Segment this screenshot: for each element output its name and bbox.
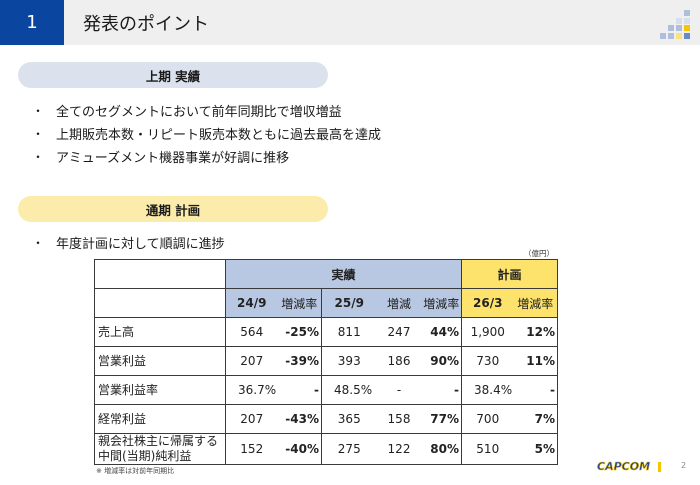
bullet-icon: ・ — [32, 150, 45, 164]
period-26-3-rate-header: 増減率 — [513, 288, 558, 318]
unit-label: （億円） — [524, 249, 554, 258]
period-24-9-rate-header: 増減率 — [277, 288, 322, 318]
table-row: 経常利益 207 -43% 365 158 77% 700 7% — [94, 404, 558, 434]
table-row: 売上高 564 -25% 811 247 44% 1,900 12% — [94, 317, 558, 347]
page-title: 発表のポイント — [83, 13, 209, 35]
period-25-9-diff-header: 増減 — [376, 288, 422, 318]
row-label: 営業利益 — [94, 346, 226, 376]
table-group-header-row: 実績 計画 — [94, 259, 558, 289]
bullet-icon: ・ — [32, 127, 45, 141]
decorative-squares-icon — [660, 8, 694, 40]
plan-group-header: 計画 — [461, 259, 558, 289]
first-half-bullet-list: ・全てのセグメントにおいて前年同期比で増収増益 ・上期販売本数・リピート販売本数… — [32, 99, 381, 168]
row-label: 親会社株主に帰属する 中間(当期)純利益 — [94, 433, 226, 465]
logo-text: CAPCOM — [597, 460, 651, 474]
slide-header: 1 発表のポイント — [0, 0, 700, 45]
table-row: 親会社株主に帰属する 中間(当期)純利益 152 -40% 275 122 80… — [94, 433, 558, 465]
empty-header-cell — [94, 288, 226, 318]
table-row: 営業利益率 36.7% - 48.5% - - 38.4% - — [94, 375, 558, 405]
section-number: 1 — [0, 0, 64, 45]
full-year-plan-label: 通期 計画 — [18, 196, 328, 222]
table-row: 営業利益 207 -39% 393 186 90% 730 11% — [94, 346, 558, 376]
bullet-item: ・全てのセグメントにおいて前年同期比で増収増益 — [32, 99, 381, 122]
row-label: 営業利益率 — [94, 375, 226, 405]
bullet-item: ・アミューズメント機器事業が好調に推移 — [32, 145, 381, 168]
bullet-icon: ・ — [32, 236, 45, 250]
first-half-results-label: 上期 実績 — [18, 62, 328, 88]
row-label: 経常利益 — [94, 404, 226, 434]
table-footnote: ※ 増減率は対前年同期比 — [96, 467, 175, 475]
row-label: 売上高 — [94, 317, 226, 347]
actual-group-header: 実績 — [225, 259, 462, 289]
logo-accent-bar-icon — [658, 461, 662, 472]
period-25-9-rate-header: 増減率 — [421, 288, 462, 318]
capcom-logo: CAPCOM — [597, 460, 662, 474]
period-24-9: 24/9 — [225, 288, 278, 318]
period-25-9: 25/9 — [321, 288, 377, 318]
period-26-3: 26/3 — [461, 288, 514, 318]
full-year-bullet-list: ・年度計画に対して順調に進捗 — [32, 231, 225, 254]
empty-header-cell — [94, 259, 226, 289]
table-period-header-row: 24/9 増減率 25/9 増減 増減率 26/3 増減率 — [94, 288, 558, 318]
page-number: 2 — [681, 461, 687, 470]
financial-results-table: 実績 計画 24/9 増減率 25/9 増減 増減率 26/3 増減率 売上高 … — [94, 259, 558, 465]
bullet-icon: ・ — [32, 104, 45, 118]
bullet-item: ・年度計画に対して順調に進捗 — [32, 231, 225, 254]
bullet-item: ・上期販売本数・リピート販売本数ともに過去最高を達成 — [32, 122, 381, 145]
